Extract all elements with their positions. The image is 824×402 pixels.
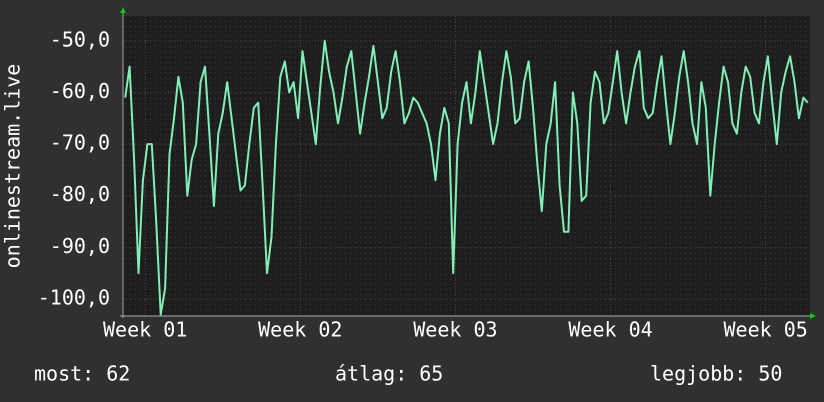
y-tick-label: -60,0 [50, 79, 110, 103]
y-tick-label: -80,0 [50, 182, 110, 206]
stat-label: most: [34, 362, 94, 386]
data-line [124, 39, 809, 316]
stat-value: 62 [106, 362, 130, 386]
x-tick-label: Week 04 [568, 318, 652, 342]
y-tick-label: -70,0 [50, 131, 110, 155]
x-tick-label: Week 01 [103, 318, 187, 342]
stat-label: átlag: [335, 362, 407, 386]
y-tick-label: -50,0 [50, 27, 110, 51]
y-axis-label: onlinestream.live [1, 64, 25, 269]
x-tick-label: Week 02 [258, 318, 342, 342]
stat-value: 50 [758, 362, 782, 386]
x-tick-label: Week 05 [724, 318, 808, 342]
axis-arrow [120, 7, 126, 13]
stat-value: 65 [419, 362, 443, 386]
y-tick-label: -90,0 [50, 234, 110, 258]
y-tick-label: -100,0 [38, 285, 110, 309]
x-tick-label: Week 03 [413, 318, 497, 342]
minor-grid [123, 16, 810, 316]
axis-arrow [810, 313, 816, 319]
stat-label: legjobb: [650, 362, 746, 386]
